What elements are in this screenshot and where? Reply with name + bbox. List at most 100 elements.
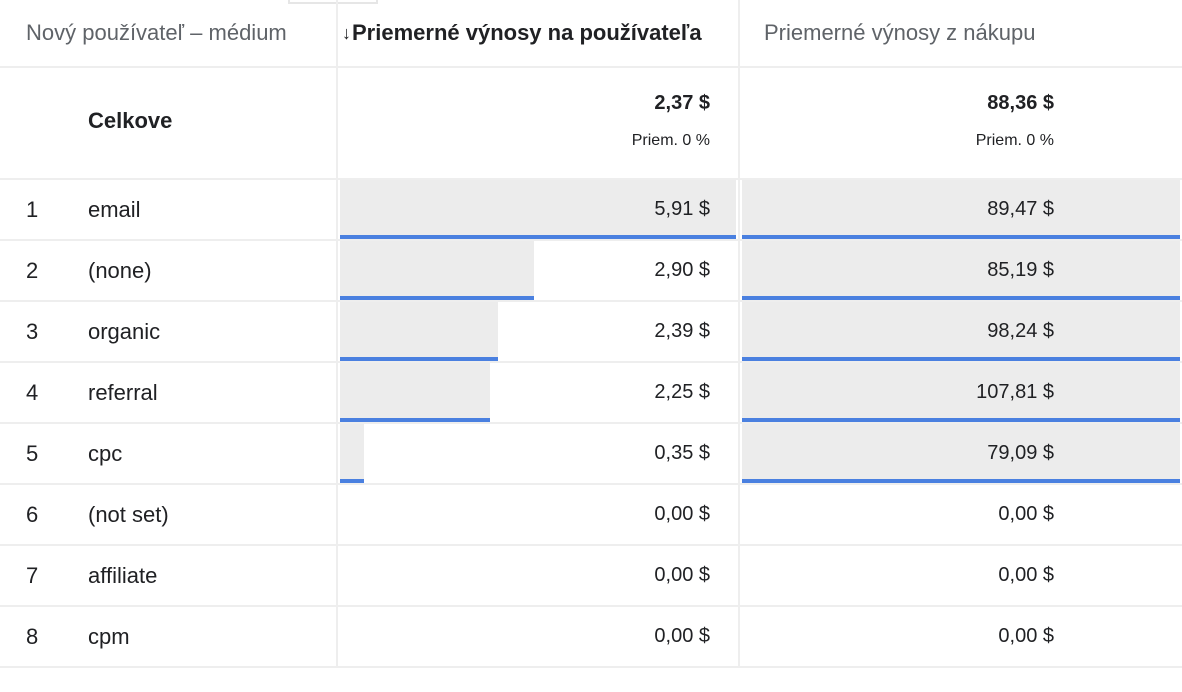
metric2-bar-line — [742, 357, 1180, 361]
metric2-bar-line — [742, 418, 1180, 422]
metric2-bar — [742, 302, 1180, 361]
metric2-cell: 89,47 $ — [740, 180, 1182, 239]
metric1-bar-line — [340, 479, 364, 483]
dimension-cell: 4 referral — [0, 363, 338, 422]
metric2-bar-line — [742, 296, 1180, 300]
metric1-cell: 2,25 $ — [338, 363, 740, 422]
metric2-value: 0,00 $ — [998, 503, 1054, 525]
metric1-bar — [340, 241, 736, 300]
totals-metric2-value: 88,36 $ — [987, 92, 1054, 114]
table-row[interactable]: 3 organic 2,39 $ 98,24 $ — [0, 302, 1182, 363]
metric1-bar-line — [340, 235, 736, 239]
totals-metric2-cell: 88,36 $ Priem. 0 % — [740, 68, 1182, 178]
metric2-cell: 98,24 $ — [740, 302, 1182, 361]
metric1-bar — [340, 363, 736, 422]
metric1-bar-fill — [340, 241, 535, 300]
metric1-bar-fill — [340, 424, 364, 483]
table-row[interactable]: 4 referral 2,25 $ 107,81 $ — [0, 363, 1182, 424]
table-header-row: Nový používateľ – médium ↓ Priemerné výn… — [0, 0, 1182, 68]
metric1-cell: 2,39 $ — [338, 302, 740, 361]
dimension-cell: 2 (none) — [0, 241, 338, 300]
metric2-value: 0,00 $ — [998, 564, 1054, 586]
metric2-value: 0,00 $ — [998, 625, 1054, 647]
row-index: 4 — [26, 379, 39, 405]
dimension-label: organic — [88, 318, 161, 344]
totals-metric1-subtext: Priem. 0 % — [631, 132, 710, 149]
metric1-header-text: Priemerné výnosy na používateľa — [352, 20, 702, 45]
metric1-value: 2,90 $ — [654, 259, 710, 281]
metric2-cell: 0,00 $ — [740, 485, 1182, 544]
metric2-bar-line — [742, 235, 1180, 239]
row-index: 3 — [26, 318, 39, 344]
table-row[interactable]: 6 (not set) 0,00 $ 0,00 $ — [0, 485, 1182, 546]
table-row[interactable]: 2 (none) 2,90 $ 85,19 $ — [0, 241, 1182, 302]
metric1-bar-fill — [340, 363, 491, 422]
metric2-bar-line — [742, 479, 1180, 483]
metric2-cell: 79,09 $ — [740, 424, 1182, 483]
metric1-cell: 5,91 $ — [338, 180, 740, 239]
metric1-value: 2,25 $ — [654, 381, 710, 403]
metric2-cell: 85,19 $ — [740, 241, 1182, 300]
metric1-bar-line — [340, 357, 499, 361]
metric1-cell: 0,00 $ — [338, 485, 740, 544]
metric2-bar — [742, 363, 1180, 422]
table-row[interactable]: 5 cpc 0,35 $ 79,09 $ — [0, 424, 1182, 485]
metric2-bar-fill — [742, 302, 1180, 361]
dimension-label: cpc — [88, 440, 123, 466]
metric1-cell: 2,90 $ — [338, 241, 740, 300]
metric2-bar — [742, 180, 1180, 239]
dimension-cell: 3 organic — [0, 302, 338, 361]
metric1-column-header[interactable]: ↓ Priemerné výnosy na používateľa — [338, 0, 740, 66]
metric2-cell: 0,00 $ — [740, 607, 1182, 666]
metric1-cell: 0,00 $ — [338, 546, 740, 605]
metric1-cell: 0,00 $ — [338, 607, 740, 666]
metric2-bar-fill — [742, 424, 1180, 483]
row-index: 1 — [26, 196, 39, 222]
metric2-bar-fill — [742, 241, 1180, 300]
metric1-value: 0,35 $ — [654, 442, 710, 464]
metric2-value: 89,47 $ — [987, 198, 1054, 220]
dimension-header-label: Nový používateľ – médium — [26, 20, 287, 45]
column-resize-handle[interactable] — [288, 0, 378, 4]
dimension-cell: 5 cpc — [0, 424, 338, 483]
metric2-value: 107,81 $ — [976, 381, 1054, 403]
metric1-bar-fill — [340, 180, 736, 239]
metric2-column-header[interactable]: Priemerné výnosy z nákupu — [740, 0, 1182, 66]
totals-metric1-value: 2,37 $ — [654, 92, 710, 114]
metric1-bar-line — [340, 296, 535, 300]
sort-descending-icon: ↓ — [342, 22, 351, 43]
metric1-value: 5,91 $ — [654, 198, 710, 220]
metric2-cell: 0,00 $ — [740, 546, 1182, 605]
row-index: 7 — [26, 562, 39, 588]
totals-metric1-cell: 2,37 $ Priem. 0 % — [338, 68, 740, 178]
metric1-bar — [340, 302, 736, 361]
metric2-cell: 107,81 $ — [740, 363, 1182, 422]
report-table: Nový používateľ – médium ↓ Priemerné výn… — [0, 0, 1182, 668]
metric1-bar-fill — [340, 302, 499, 361]
table-row[interactable]: 1 email 5,91 $ 89,47 $ — [0, 180, 1182, 241]
row-index: 5 — [26, 440, 39, 466]
dimension-cell: 1 email — [0, 180, 338, 239]
metric1-value: 0,00 $ — [654, 503, 710, 525]
dimension-label: (not set) — [88, 501, 169, 527]
metric2-header-label: Priemerné výnosy z nákupu — [764, 20, 1036, 45]
dimension-cell: 8 cpm — [0, 607, 338, 666]
totals-label-cell: Celkove — [0, 68, 338, 178]
dimension-label: referral — [88, 379, 158, 405]
dimension-label: affiliate — [88, 562, 158, 588]
dimension-column-header[interactable]: Nový používateľ – médium — [0, 0, 338, 66]
metric2-bar-fill — [742, 363, 1180, 422]
metric2-bar-fill — [742, 180, 1180, 239]
dimension-cell: 6 (not set) — [0, 485, 338, 544]
metric1-bar — [340, 424, 736, 483]
metric2-value: 79,09 $ — [987, 442, 1054, 464]
metric2-bar — [742, 241, 1180, 300]
metric1-value: 0,00 $ — [654, 625, 710, 647]
table-row[interactable]: 7 affiliate 0,00 $ 0,00 $ — [0, 546, 1182, 607]
dimension-label: email — [88, 196, 141, 222]
totals-row: Celkove 2,37 $ Priem. 0 % 88,36 $ Priem.… — [0, 68, 1182, 180]
dimension-label: (none) — [88, 257, 152, 283]
table-row[interactable]: 8 cpm 0,00 $ 0,00 $ — [0, 607, 1182, 668]
metric2-value: 98,24 $ — [987, 320, 1054, 342]
table-body: 1 email 5,91 $ 89,47 $ 2 (none) 2,90 $ 85,19 $ 3… — [0, 180, 1182, 668]
